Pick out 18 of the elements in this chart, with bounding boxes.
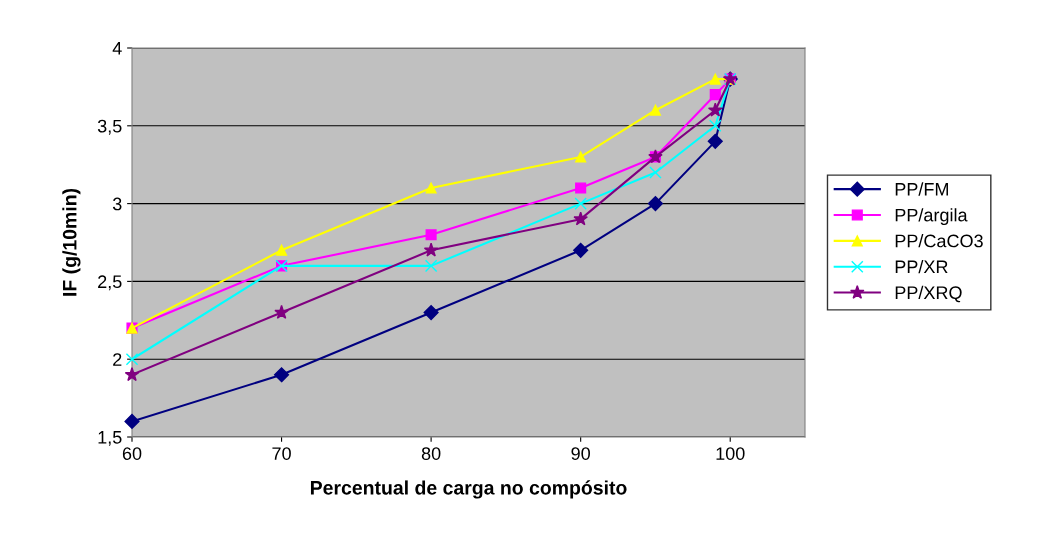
legend-label: PP/XRQ — [895, 285, 962, 303]
y-tick-label: 2 — [113, 353, 122, 366]
legend-label: PP/FM — [895, 182, 948, 196]
legend-label: PP/XR — [895, 259, 948, 274]
x-tick-label: 90 — [571, 447, 590, 460]
y-tick-label: 3 — [112, 197, 122, 211]
x-tick-label: 80 — [421, 447, 441, 460]
x-tick-label: 60 — [122, 447, 142, 460]
y-axis-title: IF (g/10min) — [62, 188, 81, 296]
y-tick-label: 1,5 — [98, 431, 122, 446]
y-tick-label: 2,5 — [98, 275, 122, 291]
x-axis-title: Percentual de carga no compósito — [310, 480, 627, 499]
legend-label: PP/CaCO3 — [895, 234, 983, 248]
x-tick-label: 70 — [272, 447, 291, 460]
y-tick-label: 4 — [112, 42, 122, 55]
y-tick-label: 3,5 — [97, 119, 122, 135]
x-tick-label: 100 — [716, 447, 745, 460]
legend-label: PP/argila — [895, 208, 968, 226]
